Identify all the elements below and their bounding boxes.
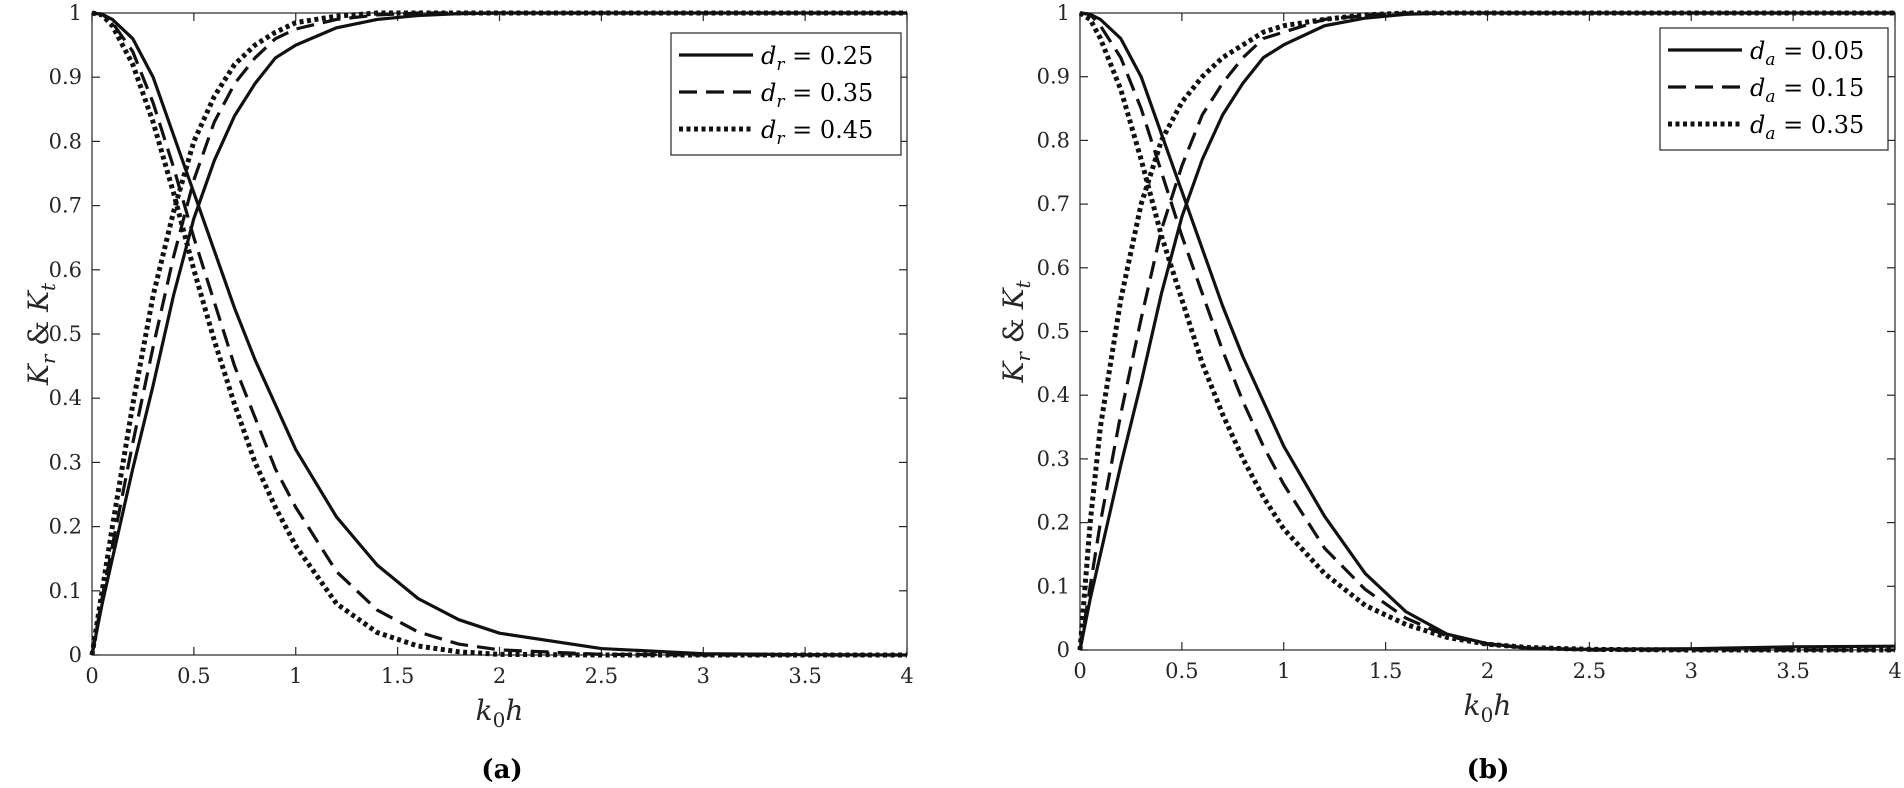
- x-tick-label: 0: [85, 664, 98, 688]
- x-tick-label: 1: [289, 664, 302, 688]
- y-tick-label: 1: [69, 1, 82, 25]
- y-tick-label: 1: [1057, 1, 1070, 25]
- legend-label-3: da = 0.35: [1750, 111, 1864, 144]
- y-tick-label: 0.5: [49, 322, 82, 346]
- x-tick-label: 4: [900, 664, 913, 688]
- y-tick-label: 0.7: [49, 194, 82, 218]
- y-tick-label: 0.4: [49, 386, 82, 410]
- x-tick-label: 2: [493, 664, 506, 688]
- legend: da = 0.05 da = 0.15 da = 0.35: [1659, 27, 1889, 151]
- x-axis-label: k0h: [476, 694, 524, 732]
- y-axis-label: Kr & Kt: [22, 282, 60, 386]
- x-tick-label: 4: [1888, 659, 1901, 683]
- legend: dr = 0.25 dr = 0.35 dr = 0.45: [670, 32, 902, 156]
- y-tick-label: 0: [69, 643, 82, 667]
- series-1-kr-line: [91, 11, 908, 657]
- y-tick-label: 0.8: [1037, 128, 1070, 152]
- legend-label-1: dr = 0.25: [761, 42, 873, 75]
- panel-label: (a): [481, 755, 522, 785]
- x-tick-label: 1.5: [381, 664, 414, 688]
- series-2-kt-line: [90, 11, 907, 656]
- y-tick-label: 0.3: [1037, 447, 1070, 471]
- x-tick-label: 0: [1073, 659, 1086, 683]
- x-tick-label: 3.5: [788, 664, 821, 688]
- x-tick-label: 3: [1685, 659, 1698, 683]
- legend-label-2: dr = 0.35: [761, 79, 873, 112]
- series-2-kr-line: [1079, 11, 1895, 652]
- y-tick-label: 0.6: [1037, 256, 1070, 280]
- x-tick-label: 2.5: [1573, 659, 1606, 683]
- y-tick-label: 0: [1057, 638, 1070, 662]
- legend-label-1: da = 0.05: [1750, 37, 1864, 70]
- y-tick-label: 0.3: [49, 450, 82, 474]
- x-tick-label: 1: [1277, 659, 1290, 683]
- legend-label-3: dr = 0.45: [761, 116, 873, 149]
- y-tick-label: 0.8: [49, 129, 82, 153]
- series-3-kr-line: [91, 10, 907, 658]
- x-tick-label: 0.5: [1165, 659, 1198, 683]
- legend-box: [1659, 27, 1889, 151]
- y-tick-label: 0.1: [1037, 574, 1070, 598]
- y-tick-label: 0.9: [49, 65, 82, 89]
- x-tick-label: 0.5: [177, 664, 210, 688]
- legend-box: [670, 32, 902, 156]
- series-3-kt-line: [89, 10, 907, 656]
- series-2-kt-line: [1078, 11, 1895, 651]
- x-tick-label: 2: [1481, 659, 1494, 683]
- x-tick-label: 3: [697, 664, 710, 688]
- y-tick-label: 0.2: [49, 515, 82, 539]
- panel-a: 0 0.5 1 1.5 2 2.5 3 3.5 4 0 0.1 0.2 0.3 0.4 0.5 0.6 0.7 0…: [22, 1, 914, 785]
- y-tick-label: 0.5: [1037, 320, 1070, 344]
- panel-label: (b): [1467, 755, 1510, 785]
- legend-label-2: da = 0.15: [1750, 74, 1864, 107]
- x-tick-label: 2.5: [585, 664, 618, 688]
- x-tick-label: 3.5: [1776, 659, 1809, 683]
- y-tick-label: 0.6: [49, 258, 82, 282]
- series-2-kr-line: [91, 11, 907, 657]
- y-tick-label: 0.4: [1037, 383, 1070, 407]
- y-tick-label: 0.9: [1037, 65, 1070, 89]
- y-tick-label: 0.2: [1037, 511, 1070, 535]
- y-tick-label: 0.1: [49, 579, 82, 603]
- y-axis-label: Kr & Kt: [997, 279, 1035, 383]
- x-tick-label: 1.5: [1369, 659, 1402, 683]
- series-3-kr-line: [1078, 10, 1895, 653]
- y-tick-label: 0.7: [1037, 192, 1070, 216]
- panel-b: 0 0.5 1 1.5 2 2.5 3 3.5 4 0 0.1 0.2 0.3 0.4 0.5 0.6 0.7 0…: [997, 1, 1902, 785]
- x-axis-label: k0h: [1464, 689, 1512, 727]
